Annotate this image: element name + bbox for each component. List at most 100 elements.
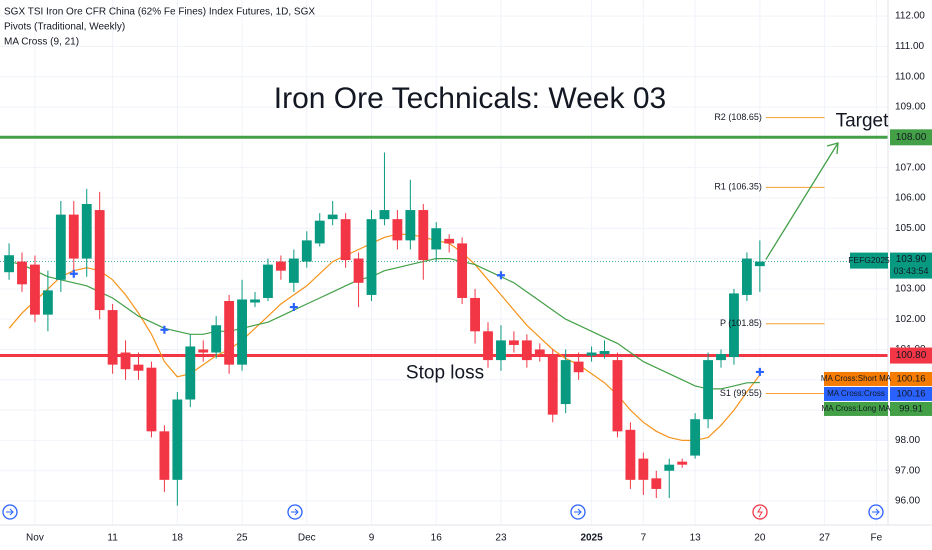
candle-body <box>288 258 299 283</box>
pivot-label: S1 (99.55) <box>720 388 762 398</box>
candle-body <box>107 310 118 365</box>
header-ma: MA Cross (9, 21) <box>4 37 79 48</box>
indicator-tag-value: 100.16 <box>896 373 925 384</box>
candle-body <box>573 361 584 373</box>
y-tick-label: 110.00 <box>895 71 925 82</box>
ma-line <box>8 233 761 441</box>
y-tick-label: 98.00 <box>895 435 920 446</box>
y-tick-label: 97.00 <box>895 465 920 476</box>
candle-body <box>4 255 14 273</box>
pivot-label: R1 (106.35) <box>714 182 762 192</box>
level-tag <box>890 129 932 146</box>
candle-body <box>729 293 739 358</box>
candle-body <box>470 297 480 332</box>
x-tick-label: 20 <box>754 533 766 544</box>
pivot-label: R2 (108.65) <box>714 112 762 122</box>
indicator-name: MA Cross:Cross <box>827 389 885 398</box>
plot <box>0 117 888 506</box>
x-tick-label: 9 <box>369 533 375 544</box>
ma-line <box>8 258 760 390</box>
candle-body <box>68 214 79 259</box>
candle-body <box>560 360 571 405</box>
y-tick-label: 112.00 <box>895 11 925 22</box>
candle-body <box>30 264 40 315</box>
candle-body <box>677 461 688 465</box>
event-icon[interactable] <box>2 504 18 520</box>
chart-title: Iron Ore Technicals: Week 03 <box>274 82 666 115</box>
annotation-stop-loss: Stop loss <box>406 363 484 384</box>
indicator-tag-value: 99.91 <box>899 403 923 414</box>
candle-body <box>431 228 442 250</box>
candle-body <box>366 219 377 295</box>
ma-cross-marker <box>289 303 298 312</box>
event-icon[interactable] <box>287 504 303 520</box>
candle-body <box>651 478 662 489</box>
candle-body <box>172 399 183 480</box>
pivot-label: P (101.85) <box>720 318 762 328</box>
candle-body <box>716 354 726 361</box>
candle-body <box>625 429 636 480</box>
symbol-label: FEFG2025 <box>848 255 890 265</box>
candle-body <box>42 290 53 315</box>
indicator-tag <box>890 371 932 386</box>
symbol-tag <box>850 252 888 269</box>
candle-body <box>379 210 390 220</box>
candle-body <box>534 349 545 356</box>
indicator-tag <box>890 401 932 416</box>
x-tick-label: Fe <box>871 533 883 544</box>
indicator-name: MA Cross:Short MA <box>821 374 892 383</box>
y-tick-label: 96.00 <box>895 496 920 507</box>
y-tick-label: 103.00 <box>895 284 926 295</box>
y-tick-label: 109.00 <box>895 102 926 113</box>
x-tick-label: 27 <box>819 533 831 544</box>
annotation-target: Target <box>836 110 890 131</box>
x-tick-label: 16 <box>431 533 443 544</box>
y-tick-label: 111.00 <box>895 41 925 52</box>
last-price-tag <box>890 252 932 279</box>
event-icon[interactable] <box>570 504 586 520</box>
x-tick-label: 23 <box>495 533 507 544</box>
event-icon[interactable] <box>752 504 768 520</box>
header-symbol: SGX TSI Iron Ore CFR China (62% Fe Fines… <box>4 7 315 18</box>
candle-body <box>508 340 519 345</box>
candle-body <box>146 367 157 432</box>
candle-body <box>275 261 286 271</box>
candle-body <box>55 214 66 280</box>
x-tick-label: 7 <box>641 533 647 544</box>
x-tick-label: 13 <box>690 533 702 544</box>
indicator-name-tag <box>824 401 888 416</box>
indicator-tag <box>890 386 932 401</box>
target-arrowhead <box>826 142 839 155</box>
candle-body <box>185 346 196 400</box>
candle-body <box>81 203 92 259</box>
ma-cross-marker <box>496 271 505 280</box>
indicator-tag-value: 100.16 <box>896 388 925 399</box>
candle-body <box>94 210 105 311</box>
y-tick-label: 105.00 <box>895 223 926 234</box>
candle-body <box>496 340 506 361</box>
candle-body <box>612 360 623 432</box>
ma-cross-marker <box>755 367 764 376</box>
candle-body <box>741 258 752 295</box>
candle-body <box>547 355 558 415</box>
candle-body <box>159 431 170 480</box>
candle-body <box>392 219 403 241</box>
candle-body <box>237 299 247 365</box>
countdown-label: 03:43:54 <box>893 266 928 276</box>
indicator-name-tag <box>824 371 888 386</box>
x-tick-label: 18 <box>172 533 184 544</box>
target-arrow <box>765 142 839 260</box>
candle-body <box>17 261 27 285</box>
x-tick-label: 25 <box>237 533 249 544</box>
candle-body <box>703 360 713 420</box>
header-pivots: Pivots (Traditional, Weekly) <box>4 22 125 33</box>
y-tick-label: 107.00 <box>895 162 926 173</box>
candle-body <box>483 331 493 361</box>
candle-body <box>754 261 765 267</box>
candle-body <box>314 220 325 244</box>
x-tick-label: 11 <box>107 533 118 544</box>
event-icon[interactable] <box>868 504 884 520</box>
x-tick-label: 2025 <box>580 533 603 544</box>
candle-body <box>444 238 455 244</box>
x-tick-label: Dec <box>298 533 316 544</box>
